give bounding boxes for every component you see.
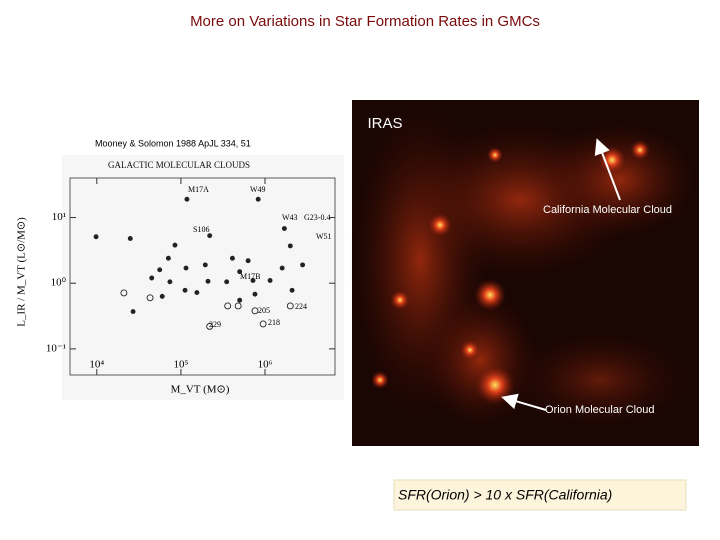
point-label: M17A xyxy=(188,185,209,194)
point xyxy=(229,255,235,261)
point-label: W43 xyxy=(282,213,298,222)
point xyxy=(183,265,189,271)
point xyxy=(237,269,243,275)
point xyxy=(207,233,213,239)
point xyxy=(259,320,267,328)
point xyxy=(267,278,273,283)
x-axis-label: M_VT (M⊙) xyxy=(171,384,230,396)
point-label: 205 xyxy=(258,306,270,315)
image-label: IRAS xyxy=(367,115,402,132)
point xyxy=(287,243,293,249)
point xyxy=(182,287,188,293)
point xyxy=(237,297,243,303)
point xyxy=(146,294,154,302)
point xyxy=(184,196,190,202)
point xyxy=(194,290,200,296)
figure-background xyxy=(62,155,344,400)
point xyxy=(250,278,256,283)
citation: Mooney & Solomon 1988 ApJL 334, 51 xyxy=(95,138,251,148)
orion-label: Orion Molecular Cloud xyxy=(545,404,654,416)
point xyxy=(281,226,287,231)
point xyxy=(245,258,251,264)
point xyxy=(300,262,306,268)
point xyxy=(252,291,258,297)
point-label: G23-0.4 xyxy=(304,213,330,222)
chart-title: GALACTIC MOLECULAR CLOUDS xyxy=(108,160,250,170)
y-axis-label: L_IR / M_VT (L⊙/M⊙) xyxy=(16,217,28,327)
point xyxy=(224,279,230,285)
point-label: 224 xyxy=(295,302,307,311)
x-tick-label: 10⁶ xyxy=(258,359,273,371)
point xyxy=(167,279,173,285)
point xyxy=(159,293,165,299)
slide-title: More on Variations in Star Formation Rat… xyxy=(190,13,540,30)
x-tick-label: 10⁵ xyxy=(173,359,188,371)
point xyxy=(130,309,136,315)
y-tick-label: 10⁻¹ xyxy=(46,342,66,354)
point-label: W51 xyxy=(316,232,332,241)
x-tick-label: 10⁴ xyxy=(89,359,104,371)
point-label: W49 xyxy=(250,185,266,194)
point xyxy=(289,287,295,293)
iras-image xyxy=(350,100,700,446)
point xyxy=(279,265,285,271)
point-label: 229 xyxy=(209,320,221,329)
point xyxy=(93,234,99,240)
point xyxy=(255,196,261,202)
point xyxy=(205,278,211,284)
point xyxy=(172,242,178,248)
point-label: M17B xyxy=(240,272,260,281)
point xyxy=(234,302,242,310)
point xyxy=(120,289,128,297)
point xyxy=(127,236,133,241)
point-label: S106 xyxy=(193,225,209,234)
point xyxy=(157,267,163,273)
point xyxy=(149,275,155,281)
point xyxy=(165,255,171,261)
california-label: California Molecular Cloud xyxy=(543,204,672,216)
point xyxy=(202,262,208,268)
point xyxy=(286,302,294,310)
y-tick-label: 10¹ xyxy=(52,211,66,223)
y-tick-label: 10⁰ xyxy=(51,277,67,289)
plot-frame xyxy=(69,177,336,376)
conclusion-box xyxy=(393,479,687,511)
point xyxy=(206,322,214,330)
conclusion: SFR(Orion) > 10 x SFR(California) xyxy=(398,487,612,503)
point xyxy=(251,307,259,315)
point-label: 218 xyxy=(268,318,280,327)
point xyxy=(224,302,232,310)
